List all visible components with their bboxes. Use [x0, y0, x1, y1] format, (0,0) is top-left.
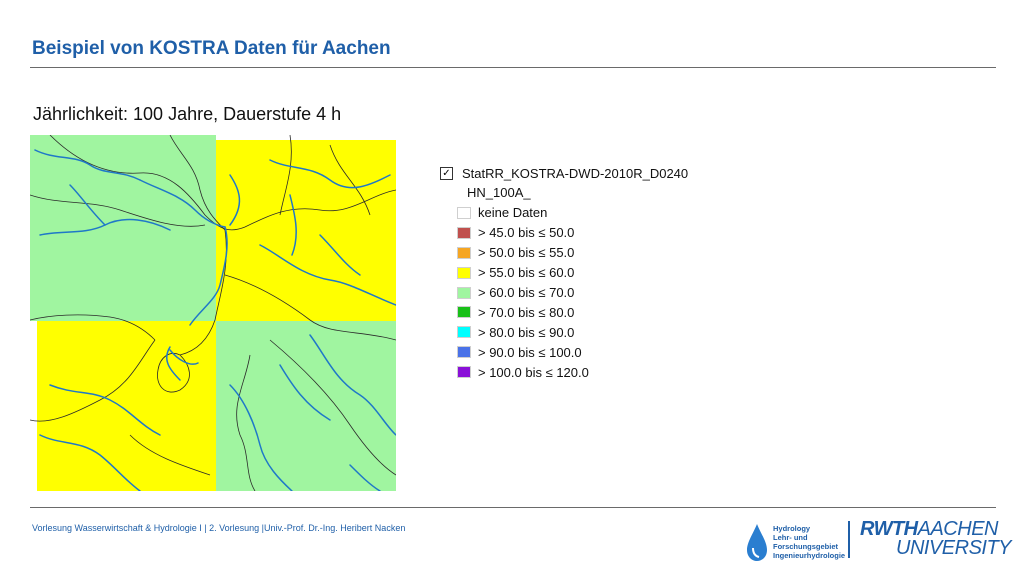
legend-class-label: > 70.0 bis ≤ 80.0 [478, 304, 575, 320]
legend-class-row: > 90.0 bis ≤ 100.0 [457, 342, 688, 362]
legend-color-swatch [457, 286, 471, 299]
legend-class-label: keine Daten [478, 205, 548, 221]
legend-class-list: keine Daten > 45.0 bis ≤ 50.0 > 50.0 bis ≤… [440, 203, 688, 382]
legend-class-label: > 90.0 bis ≤ 100.0 [478, 344, 582, 360]
legend-color-swatch [457, 226, 471, 239]
slide-subtitle: Jährlichkeit: 100 Jahre, Dauerstufe 4 h [33, 104, 342, 124]
footer-divider [30, 507, 996, 508]
legend-class-row: > 100.0 bis ≤ 120.0 [457, 362, 688, 382]
header-divider [30, 67, 996, 68]
legend-color-swatch [457, 346, 471, 359]
legend-class-label: > 60.0 bis ≤ 70.0 [478, 285, 575, 300]
hydrology-logo: Hydrology Lehr- und Forschungsgebiet Ing… [745, 522, 845, 562]
legend-color-swatch [457, 206, 471, 219]
river-network [34, 149, 396, 491]
legend-color-swatch [457, 266, 471, 279]
legend-class-row: > 80.0 bis ≤ 90.0 [457, 322, 688, 342]
legend-class-row: > 60.0 bis ≤ 70.0 [457, 283, 688, 303]
grid-cell-nw [30, 135, 216, 321]
grid-cell-sw [37, 321, 216, 491]
legend-class-row: > 45.0 bis ≤ 50.0 [457, 223, 688, 243]
hydrology-logo-text: Hydrology Lehr- und Forschungsgebiet Ing… [773, 524, 846, 560]
legend-class-row: keine Daten [457, 203, 688, 223]
legend-class-label: > 45.0 bis ≤ 50.0 [478, 225, 575, 241]
water-drop-icon [747, 524, 767, 561]
legend-class-label: > 50.0 bis ≤ 55.0 [478, 245, 575, 261]
legend-field-name: HN_100A_ [467, 185, 531, 200]
legend-color-swatch [457, 326, 471, 339]
legend-color-swatch [457, 366, 471, 379]
legend-layer-name: StatRR_KOSTRA-DWD-2010R_D0240 [462, 165, 689, 181]
footer-text: Vorlesung Wasserwirtschaft & Hydrologie … [32, 523, 406, 533]
legend-class-label: > 55.0 bis ≤ 60.0 [478, 265, 575, 281]
legend-color-swatch [457, 246, 471, 259]
legend-class-row: > 70.0 bis ≤ 80.0 [457, 302, 688, 322]
legend-layer-row[interactable]: ✓ StatRR_KOSTRA-DWD-2010R_D0240 [440, 163, 688, 183]
grid-cell-se [216, 321, 396, 491]
legend-class-label: > 100.0 bis ≤ 120.0 [478, 364, 589, 380]
slide-title: Beispiel von KOSTRA Daten für Aachen [32, 38, 391, 59]
legend-class-row: > 55.0 bis ≤ 60.0 [457, 263, 688, 283]
layer-visibility-checkbox[interactable]: ✓ [440, 166, 453, 180]
logo-separator [848, 521, 850, 558]
legend-class-row: > 50.0 bis ≤ 55.0 [457, 243, 688, 263]
map-legend: ✓ StatRR_KOSTRA-DWD-2010R_D0240 HN_100A_… [440, 163, 688, 382]
rwth-logo: RWTHAACHEN UNIVERSITY [860, 518, 1012, 559]
legend-color-swatch [457, 306, 471, 319]
legend-class-label: > 80.0 bis ≤ 90.0 [478, 324, 575, 340]
kostra-map [30, 135, 396, 491]
catchment-boundaries [30, 135, 396, 491]
